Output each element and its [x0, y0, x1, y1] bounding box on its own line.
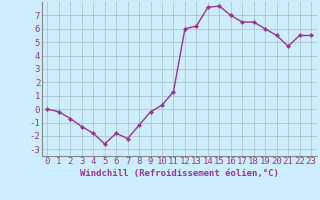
X-axis label: Windchill (Refroidissement éolien,°C): Windchill (Refroidissement éolien,°C) [80, 169, 279, 178]
